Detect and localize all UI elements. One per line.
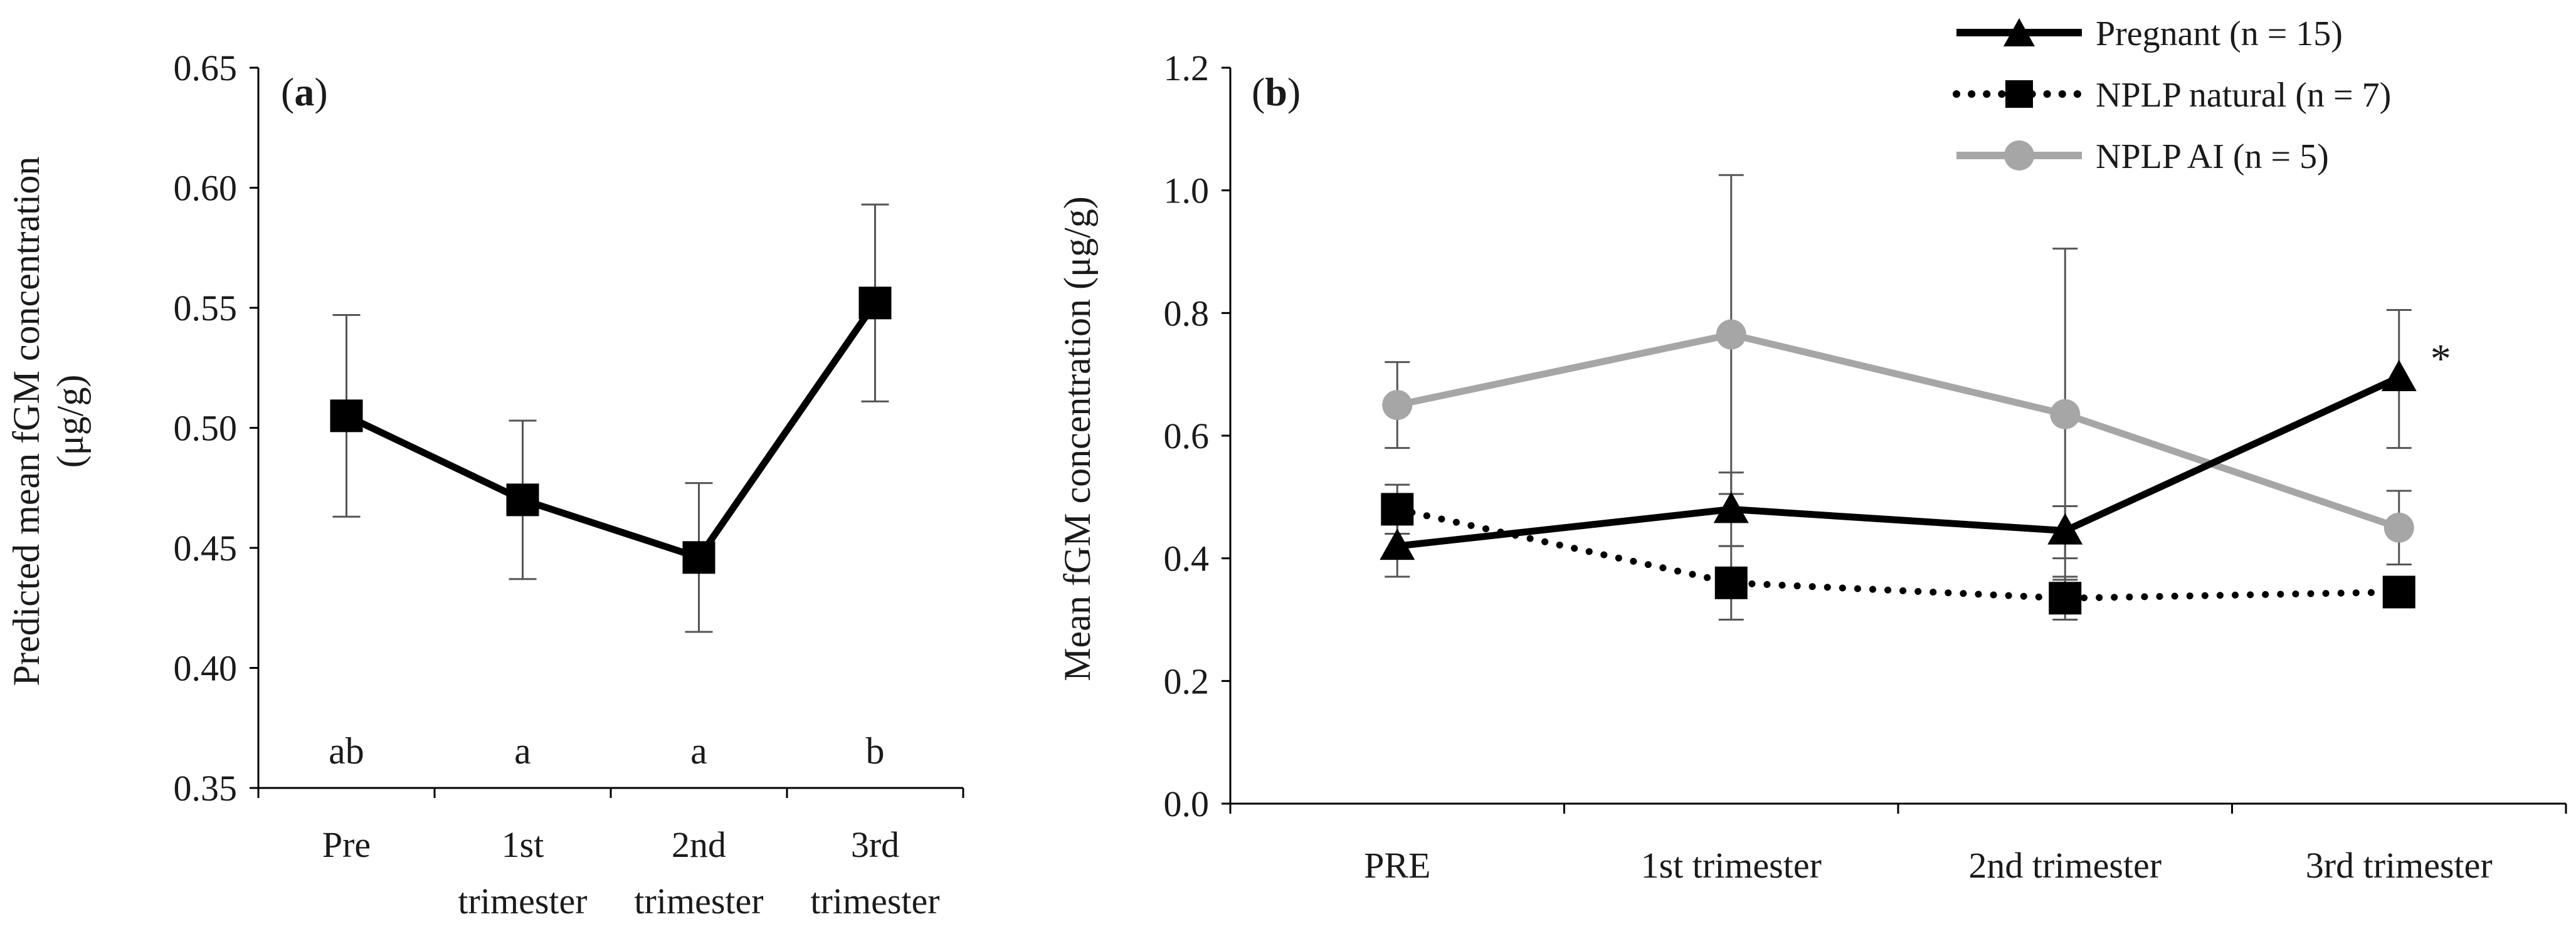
panel-a-y-tick-label: 0.60 [174, 168, 238, 209]
series-line-nplp-ai-n-5 [1396, 331, 2400, 531]
panel-b-x-tick-labels: PRE 1st trimester 2nd trimester 3rd trimest… [1364, 845, 2493, 886]
legend-item-nplp-natural: NPLP natural (n = 7) [1953, 76, 2391, 115]
panel-a-significance-letters: ab a a b [329, 730, 884, 772]
data-point-pregnant-n-15 [2047, 513, 2083, 545]
data-point-pregnant-n-15 [1713, 491, 1749, 523]
data-point-nplp-natural-n-7 [2382, 575, 2415, 609]
panel-a-x-tick-label-line2: trimester [810, 881, 939, 921]
panel-b-x-tick-label: 3rd trimester [2306, 845, 2493, 886]
panel-a-x-tick-label: 1st [502, 824, 544, 865]
data-point-pregnant-n-15 [2381, 360, 2417, 392]
data-point-nplp-natural-n-7 [1714, 566, 1748, 599]
data-point-nplp-ai-n-5 [1382, 390, 1413, 421]
panel-a-x-tick-label: Pre [322, 824, 371, 865]
panel-b-y-tick-label: 0.2 [1164, 661, 1210, 701]
panel-b-y-tick-label: 0.4 [1164, 538, 1210, 579]
panel-a-data-point [330, 399, 363, 433]
panel-a-y-tick-label: 0.45 [174, 528, 238, 569]
panel-b-series [1380, 319, 2417, 615]
data-point-nplp-natural-n-7 [1381, 493, 1414, 526]
series-line-pregnant-n-15 [1396, 374, 2401, 550]
series-line-nplp-natural-n-7 [1393, 505, 2403, 602]
panel-b-y-tick-label: 0.0 [1164, 784, 1210, 824]
panel-a-significance-letter: a [514, 730, 531, 772]
panel-a-ylabel-line1: Predicted mean fGM concentration [6, 157, 47, 686]
panel-a-significance-letter: ab [329, 730, 364, 772]
panel-a-y-tick-label: 0.50 [174, 408, 238, 449]
panel-a-error-bars [332, 203, 889, 633]
panel-a-x-tick-label: 2nd [672, 824, 726, 865]
panel-a-data-point [506, 483, 539, 517]
panel-a-ylabel-line2: (μg/g) [50, 375, 91, 468]
panel-a-x-tick-label-line2: trimester [458, 881, 587, 921]
legend-label-nplp-ai: NPLP AI (n = 5) [2096, 137, 2329, 176]
panel-a-axes [250, 66, 964, 798]
panel-b-y-tick-label: 1.2 [1164, 48, 1210, 88]
legend-item-pregnant: Pregnant (n = 15) [1956, 14, 2343, 53]
panel-b-x-tick-label: 1st trimester [1641, 845, 1822, 886]
legend-label-nplp-natural: NPLP natural (n = 7) [2096, 76, 2391, 115]
panel-a-y-tick-label: 0.65 [174, 48, 238, 88]
panel-a-x-tick-label: 3rd [851, 824, 899, 865]
significance-asterisk: * [2431, 336, 2451, 382]
data-point-nplp-ai-n-5 [2383, 512, 2414, 543]
panel-a-x-tick-label-line2: trimester [634, 881, 763, 921]
panel-b-y-tick-label: 1.0 [1164, 171, 1210, 211]
data-point-nplp-ai-n-5 [2050, 399, 2081, 429]
legend-marker-nplp-ai [2004, 140, 2034, 171]
panel-a-label: (a) [281, 70, 328, 114]
panel-b-y-tick-label: 0.8 [1164, 293, 1210, 333]
panel-b-y-tick-label: 0.6 [1164, 416, 1210, 456]
legend-marker-nplp-natural [2005, 80, 2033, 108]
panel-a-y-tick-labels: 0.35 0.40 0.45 0.50 0.55 0.60 0.65 [174, 48, 238, 809]
panel-b-ylabel: Mean fGM concentration (μg/g) [1057, 196, 1098, 681]
panel-b: Mean fGM concentration (μg/g) (b) 0.0 0.2… [1057, 14, 2567, 886]
panel-a: Predicted mean fGM concentration (μg/g) … [6, 48, 964, 921]
data-point-pregnant-n-15 [1380, 528, 1415, 560]
legend-item-nplp-ai: NPLP AI (n = 5) [1956, 137, 2329, 176]
panel-b-y-tick-labels: 0.0 0.2 0.4 0.6 0.8 1.0 1.2 [1164, 48, 1210, 824]
panel-a-series [330, 286, 892, 574]
panel-b-error-bars [1385, 174, 2412, 621]
panel-a-data-point [858, 286, 892, 320]
panel-a-y-tick-label: 0.35 [174, 768, 238, 809]
panel-a-significance-letter: b [866, 730, 885, 772]
panel-a-x-tick-labels: Pre 1st trimester 2nd trimester 3rd trimester [322, 824, 940, 921]
panel-a-y-tick-label: 0.40 [174, 648, 238, 689]
panel-b-x-tick-label: PRE [1364, 845, 1430, 886]
panel-a-data-point [682, 541, 715, 574]
panel-b-axes [1222, 66, 2567, 814]
panel-a-y-tick-label: 0.55 [174, 288, 238, 328]
panel-b-annotations: * [2431, 336, 2451, 382]
panel-b-label: (b) [1252, 70, 1301, 114]
panel-b-legend: Pregnant (n = 15) NPLP natural (n = 7) N… [1953, 14, 2391, 176]
legend-label-pregnant: Pregnant (n = 15) [2096, 14, 2343, 53]
data-point-nplp-natural-n-7 [2049, 582, 2082, 615]
panel-b-x-tick-label: 2nd trimester [1968, 845, 2162, 886]
legend-marker-pregnant [2003, 18, 2035, 46]
panel-a-series-line [345, 301, 879, 561]
data-point-nplp-ai-n-5 [1716, 319, 1746, 350]
panel-a-significance-letter: a [690, 730, 707, 772]
